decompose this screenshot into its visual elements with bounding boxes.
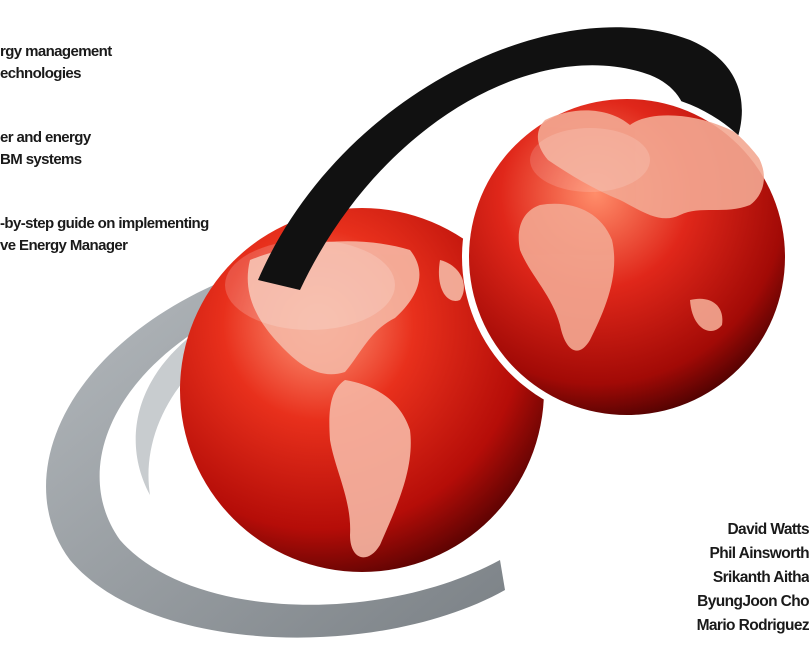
grey-swoosh-shape [46,270,505,638]
author-name: Mario Rodriguez [696,617,809,634]
author-name: Phil Ainsworth [709,545,809,562]
author-name: ByungJoon Cho [697,593,809,610]
author-name: David Watts [727,521,809,538]
author-list: David Watts Phil Ainsworth Srikanth Aith… [697,518,809,638]
globe-americas [180,208,544,572]
author-name: Srikanth Aitha [712,569,809,586]
globe-europe-africa [462,92,792,422]
black-swoosh-shape [258,27,742,290]
